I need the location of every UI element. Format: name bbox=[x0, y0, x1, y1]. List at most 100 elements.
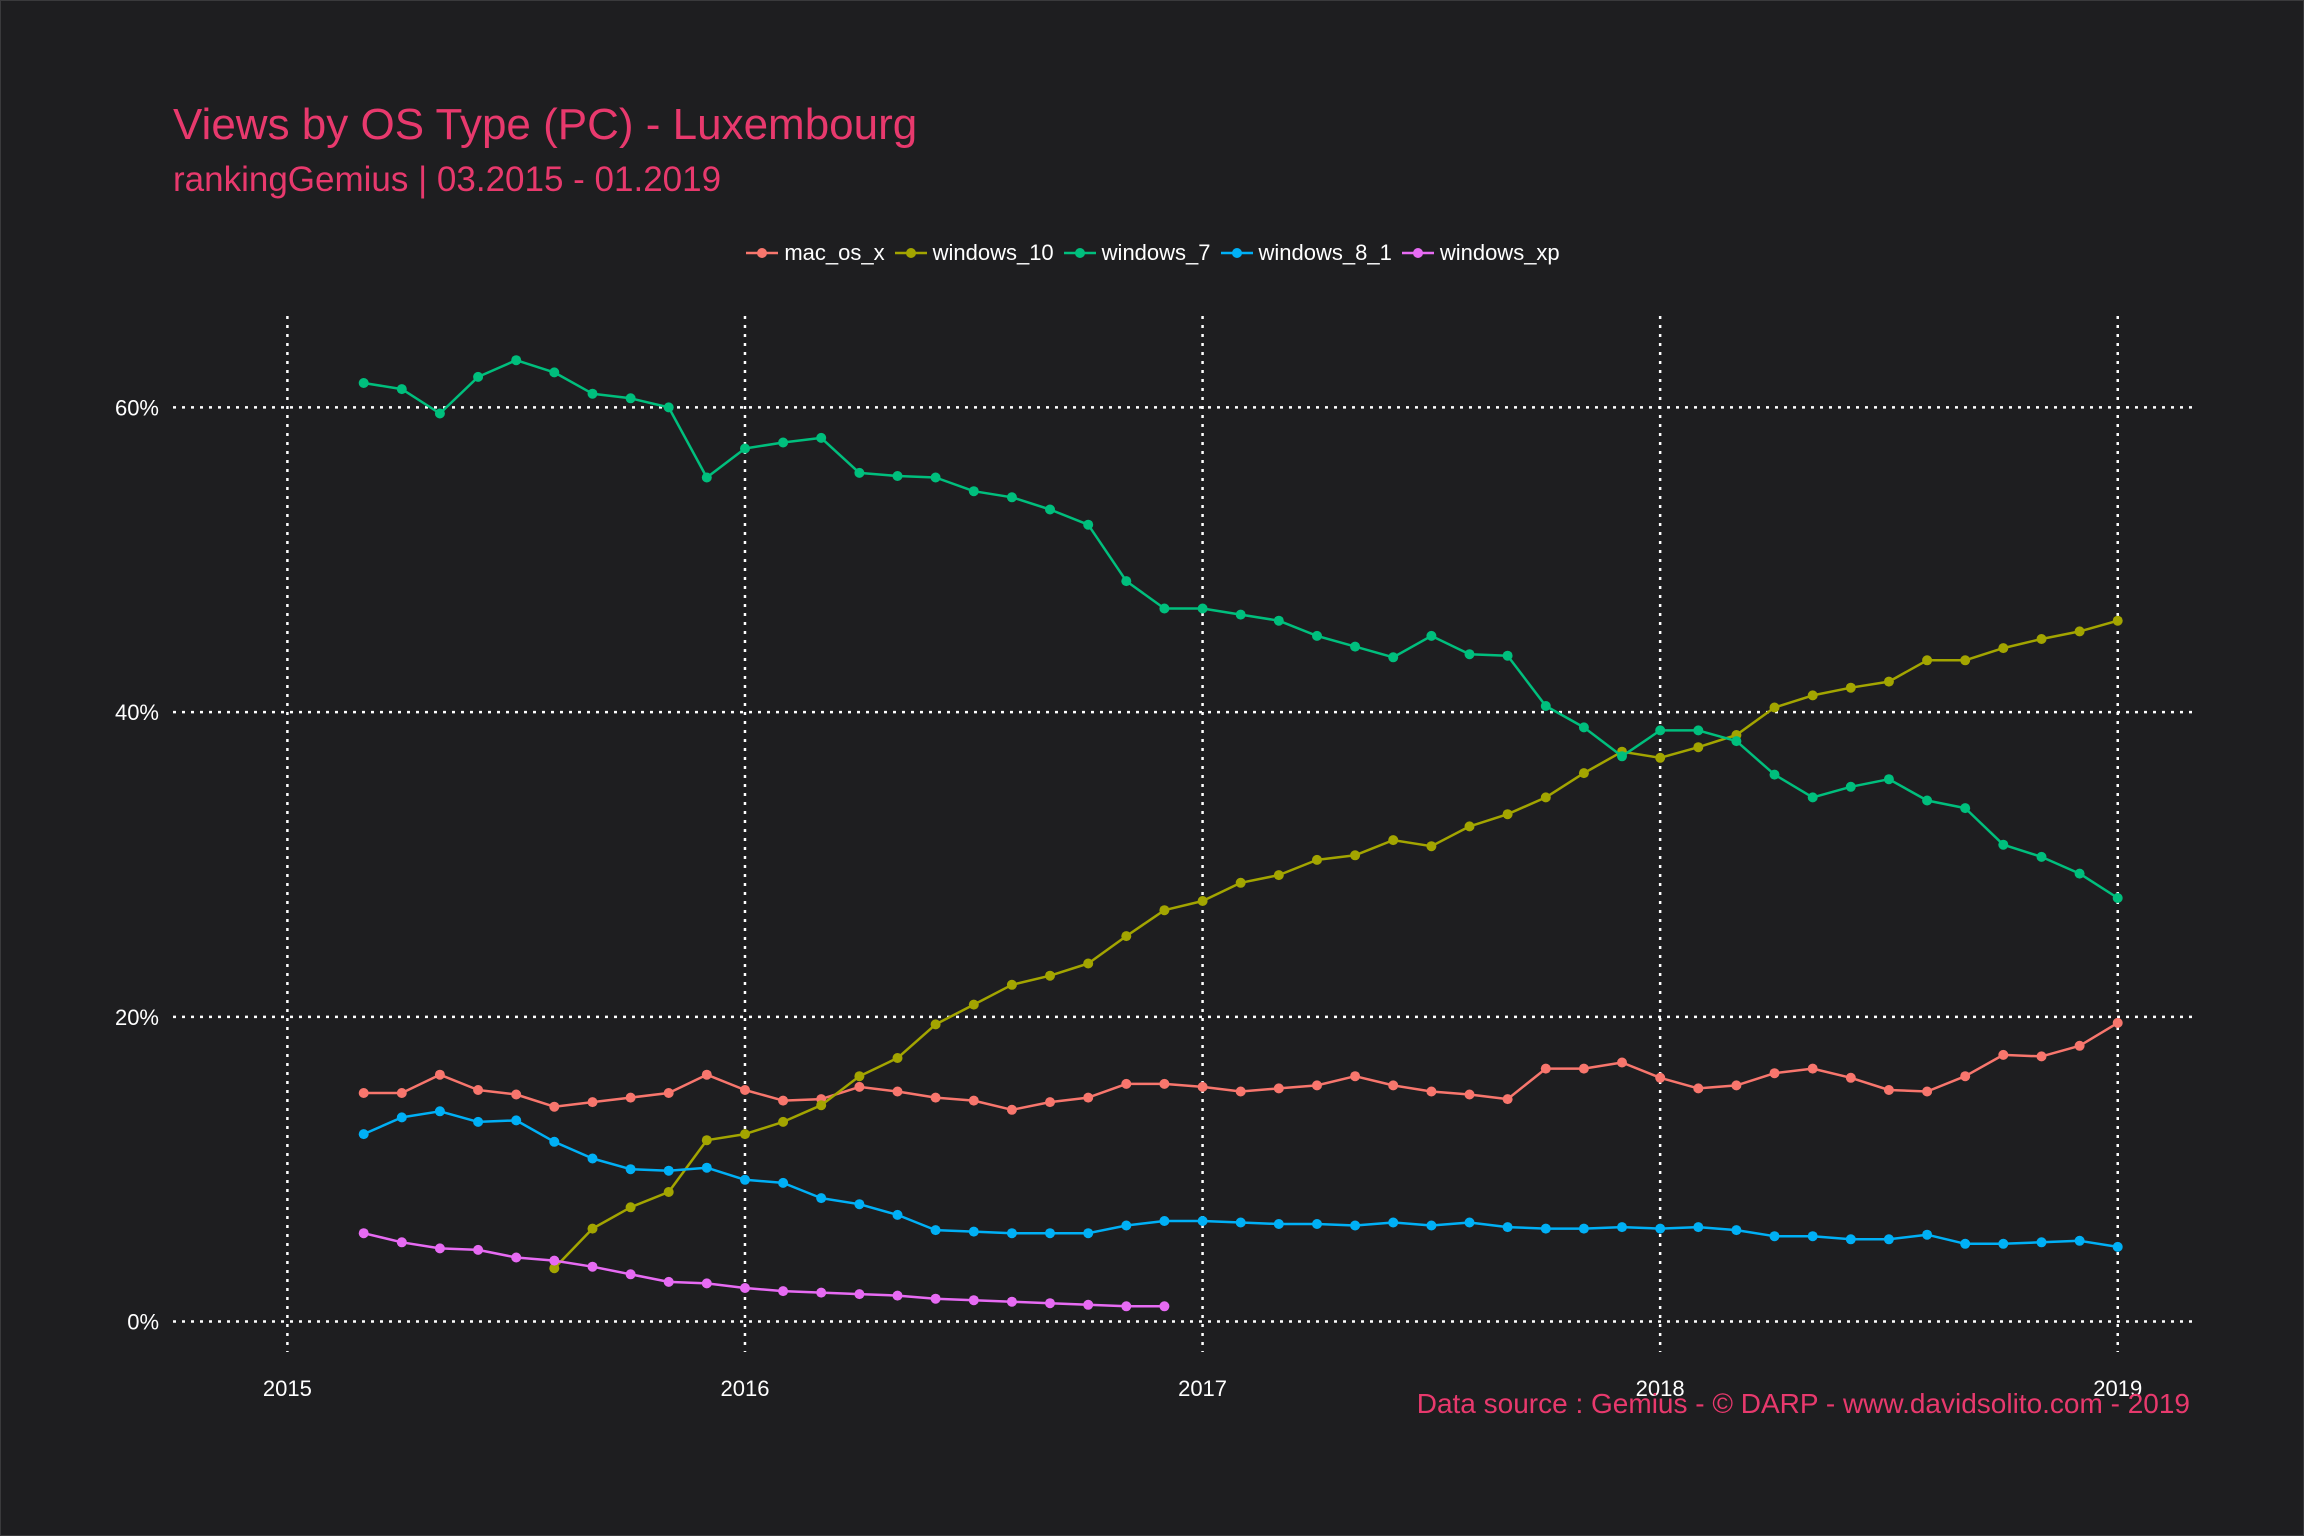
data-point-windows_10 bbox=[1235, 877, 1246, 888]
data-point-windows_8_1 bbox=[816, 1193, 827, 1204]
data-point-mac_os_x bbox=[1540, 1063, 1551, 1074]
legend-label: windows_xp bbox=[1439, 240, 1560, 265]
y-tick-label: 40% bbox=[115, 700, 159, 725]
data-point-mac_os_x bbox=[1388, 1080, 1399, 1091]
data-point-windows_7 bbox=[587, 388, 598, 399]
chart-subtitle: rankingGemius | 03.2015 - 01.2019 bbox=[173, 160, 722, 199]
data-point-windows_7 bbox=[625, 393, 636, 404]
data-point-mac_os_x bbox=[473, 1085, 484, 1095]
data-point-windows_10 bbox=[1159, 905, 1170, 916]
data-point-windows_10 bbox=[1083, 958, 1094, 969]
data-point-windows_10 bbox=[1769, 702, 1780, 713]
data-point-windows_7 bbox=[358, 378, 369, 388]
series-line-windows_xp bbox=[363, 1231, 1165, 1308]
data-point-windows_xp bbox=[930, 1293, 941, 1304]
data-point-windows_10 bbox=[968, 999, 979, 1010]
data-point-windows_7 bbox=[1883, 774, 1894, 785]
y-tick-label: 0% bbox=[127, 1310, 159, 1335]
data-point-windows_7 bbox=[434, 408, 445, 419]
data-point-windows_10 bbox=[1883, 676, 1894, 687]
data-point-mac_os_x bbox=[778, 1095, 789, 1106]
data-point-mac_os_x bbox=[1922, 1086, 1933, 1097]
data-point-mac_os_x bbox=[892, 1086, 903, 1097]
data-point-windows_7 bbox=[1045, 504, 1055, 515]
data-point-windows_10 bbox=[930, 1019, 941, 1030]
data-point-mac_os_x bbox=[1083, 1092, 1094, 1103]
data-point-windows_10 bbox=[2036, 634, 2047, 644]
data-point-mac_os_x bbox=[396, 1088, 407, 1098]
data-point-windows_10 bbox=[1502, 809, 1513, 820]
data-point-windows_8_1 bbox=[1464, 1217, 1475, 1228]
data-point-windows_8_1 bbox=[1578, 1223, 1589, 1234]
data-point-mac_os_x bbox=[358, 1088, 369, 1098]
data-point-windows_10 bbox=[1045, 970, 1055, 981]
data-point-windows_7 bbox=[1922, 795, 1933, 806]
data-point-windows_8_1 bbox=[587, 1153, 598, 1164]
y-tick-label: 60% bbox=[115, 395, 159, 420]
data-point-windows_10 bbox=[2074, 626, 2085, 637]
data-point-windows_8_1 bbox=[396, 1112, 407, 1123]
legend-key-windows_8_1 bbox=[1220, 248, 1253, 258]
data-point-windows_10 bbox=[663, 1187, 674, 1197]
data-point-windows_7 bbox=[740, 443, 750, 454]
data-point-mac_os_x bbox=[1693, 1083, 1704, 1094]
data-point-windows_8_1 bbox=[1502, 1222, 1513, 1233]
data-point-windows_7 bbox=[1578, 722, 1589, 733]
data-point-windows_10 bbox=[1273, 870, 1284, 881]
legend-key-windows_7 bbox=[1063, 248, 1096, 258]
x-tick-label: 2015 bbox=[263, 1376, 312, 1401]
data-point-windows_8_1 bbox=[511, 1115, 522, 1126]
data-point-windows_xp bbox=[816, 1287, 827, 1298]
data-point-windows_xp bbox=[587, 1261, 598, 1272]
legend-item-windows_8_1: windows_8_1 bbox=[1219, 240, 1392, 266]
data-point-windows_xp bbox=[549, 1255, 560, 1266]
legend-label: windows_7 bbox=[1101, 240, 1211, 265]
data-point-windows_10 bbox=[1006, 979, 1017, 990]
data-point-mac_os_x bbox=[1464, 1089, 1475, 1100]
data-point-windows_10 bbox=[1960, 655, 1971, 666]
data-point-mac_os_x bbox=[1502, 1094, 1513, 1105]
data-point-windows_7 bbox=[1426, 630, 1437, 641]
data-point-windows_7 bbox=[854, 467, 865, 478]
data-point-windows_8_1 bbox=[701, 1162, 712, 1173]
data-point-windows_8_1 bbox=[1159, 1216, 1170, 1226]
data-point-windows_10 bbox=[1998, 643, 2009, 654]
data-point-windows_10 bbox=[1807, 690, 1818, 701]
data-point-mac_os_x bbox=[1578, 1063, 1589, 1074]
x-tick-label: 2018 bbox=[1636, 1376, 1685, 1401]
data-point-windows_10 bbox=[854, 1071, 865, 1082]
legend-key-windows_xp bbox=[1401, 248, 1434, 258]
data-point-windows_7 bbox=[816, 432, 827, 443]
data-point-windows_10 bbox=[1655, 752, 1666, 763]
data-point-windows_8_1 bbox=[2112, 1241, 2123, 1252]
data-point-windows_xp bbox=[1083, 1299, 1094, 1310]
data-point-mac_os_x bbox=[1350, 1071, 1361, 1082]
data-point-mac_os_x bbox=[663, 1088, 674, 1098]
data-point-windows_10 bbox=[892, 1053, 903, 1063]
data-point-windows_7 bbox=[701, 472, 712, 483]
data-point-windows_xp bbox=[740, 1283, 750, 1293]
data-point-windows_xp bbox=[1121, 1301, 1132, 1312]
data-point-mac_os_x bbox=[1235, 1086, 1246, 1097]
data-point-windows_7 bbox=[1617, 751, 1627, 762]
data-point-windows_8_1 bbox=[1197, 1216, 1208, 1226]
data-point-windows_10 bbox=[1464, 821, 1475, 832]
data-point-windows_xp bbox=[1006, 1296, 1017, 1307]
data-point-windows_7 bbox=[2112, 893, 2123, 903]
data-point-windows_7 bbox=[549, 367, 560, 378]
data-point-windows_7 bbox=[778, 437, 789, 448]
data-point-mac_os_x bbox=[2036, 1051, 2047, 1062]
x-tick-label: 2017 bbox=[1178, 1376, 1227, 1401]
data-point-mac_os_x bbox=[968, 1095, 979, 1106]
data-point-mac_os_x bbox=[1273, 1083, 1284, 1094]
data-point-mac_os_x bbox=[1960, 1071, 1971, 1082]
data-point-mac_os_x bbox=[854, 1081, 865, 1092]
data-point-windows_10 bbox=[740, 1129, 750, 1140]
chart-title: Views by OS Type (PC) - Luxembourg bbox=[173, 100, 918, 149]
data-point-windows_7 bbox=[930, 472, 941, 483]
data-point-windows_8_1 bbox=[1350, 1220, 1361, 1231]
data-point-windows_8_1 bbox=[1617, 1222, 1627, 1233]
data-point-windows_8_1 bbox=[473, 1116, 484, 1127]
data-point-windows_8_1 bbox=[549, 1136, 560, 1147]
data-point-windows_7 bbox=[1807, 792, 1818, 803]
